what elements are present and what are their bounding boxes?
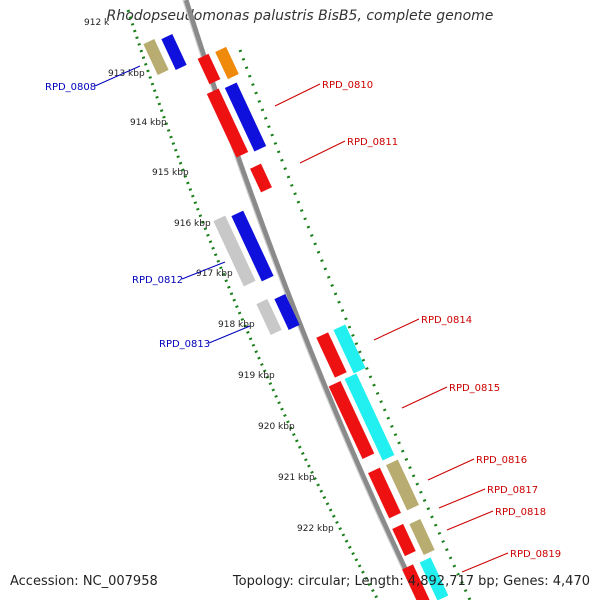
gene-block-0810b[interactable] [215, 46, 239, 80]
tick-label: 914 kbp [130, 118, 167, 128]
gene-block-0819b[interactable] [419, 557, 449, 600]
gene-label-rpd_0810[interactable]: RPD_0810 [322, 80, 373, 91]
gene-block-0818b[interactable] [409, 519, 435, 555]
gene-label-rpd_0818[interactable]: RPD_0818 [495, 507, 546, 518]
leader-line [461, 552, 509, 573]
gene-block-0818[interactable] [392, 523, 416, 557]
gene-block-0814b[interactable] [333, 324, 366, 374]
tick-label: 921 kbp [278, 473, 315, 483]
gene-block-0808[interactable] [143, 39, 169, 75]
gene-block-0810[interactable] [206, 88, 249, 158]
gene-block-0813a[interactable] [256, 299, 282, 335]
leader-line [401, 386, 448, 409]
gene-block-0812a[interactable] [213, 215, 256, 287]
gene-block-0814[interactable] [316, 332, 347, 378]
gene-block-0815[interactable] [328, 381, 375, 459]
gene-label-rpd_0816[interactable]: RPD_0816 [476, 455, 527, 466]
leader-line [299, 140, 346, 164]
gene-labels: RPD_0808 RPD_0810 RPD_0811 RPD_0812 RPD_0813… [45, 65, 561, 573]
tick-label: 916 kbp [174, 219, 211, 229]
gene-block-0813[interactable] [274, 294, 300, 330]
tick-track-outer [238, 49, 472, 600]
leader-line [446, 510, 494, 531]
gene-block-0811b[interactable] [250, 163, 272, 193]
tick-label: 915 kbp [152, 168, 189, 178]
gene-block-0808b[interactable] [161, 34, 187, 70]
accession-text: Accession: NC_007958 [10, 574, 158, 589]
genome-backbone [183, 0, 423, 600]
gene-label-rpd_0819[interactable]: RPD_0819 [510, 549, 561, 560]
gene-block-0810a[interactable] [197, 53, 221, 85]
gene-label-rpd_0814[interactable]: RPD_0814 [421, 315, 472, 326]
tick-label: 912 k [84, 18, 110, 28]
gene-label-rpd_0813[interactable]: RPD_0813 [159, 339, 210, 350]
gene-label-rpd_0811[interactable]: RPD_0811 [347, 137, 398, 148]
genome-summary-text: Topology: circular; Length: 4,892,717 bp… [232, 574, 590, 589]
tick-label: 922 kbp [297, 524, 334, 534]
tick-label: 919 kbp [238, 371, 275, 381]
leader-line [94, 65, 141, 87]
tick-labels: 912 k 913 kbp 914 kbp 915 kbp 916 kbp 917 kbp… [84, 18, 334, 534]
leader-line [438, 488, 486, 509]
gene-block-0819[interactable] [402, 564, 430, 600]
leader-line [208, 325, 251, 344]
gene-label-rpd_0815[interactable]: RPD_0815 [449, 383, 500, 394]
leader-line [373, 318, 420, 341]
gene-label-rpd_0817[interactable]: RPD_0817 [487, 485, 538, 496]
map-title: Rhodopseudomonas palustris BisB5, comple… [106, 8, 494, 24]
tick-label: 913 kbp [108, 69, 145, 79]
leader-line [181, 261, 226, 280]
gene-block-0812[interactable] [231, 210, 274, 282]
gene-features [143, 34, 449, 600]
leader-line [274, 83, 321, 107]
gene-block-0816b[interactable] [386, 459, 419, 511]
gene-block-0815b[interactable] [344, 373, 395, 461]
gene-label-rpd_0808[interactable]: RPD_0808 [45, 82, 96, 93]
tick-track-inner [126, 9, 380, 600]
leader-line [427, 458, 475, 481]
tick-label: 918 kbp [218, 320, 255, 330]
tick-label: 917 kbp [196, 269, 233, 279]
gene-block-0811[interactable] [224, 82, 267, 152]
gene-label-rpd_0812[interactable]: RPD_0812 [132, 275, 183, 286]
gene-block-0816[interactable] [368, 467, 401, 519]
tick-label: 920 kbp [258, 422, 295, 432]
